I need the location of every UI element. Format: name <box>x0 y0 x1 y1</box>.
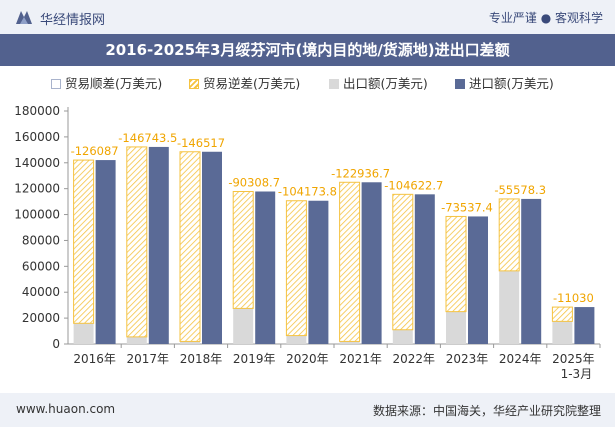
x-category-label: 2019年 <box>233 352 276 366</box>
bar-export <box>180 341 200 344</box>
data-label-deficit: -104622.7 <box>384 178 443 192</box>
data-label-deficit: -146517 <box>177 136 225 150</box>
data-label-deficit: -11030 <box>553 291 594 305</box>
bar-export <box>446 311 466 344</box>
footer-website[interactable]: www.huaon.com <box>16 402 116 416</box>
bar-deficit <box>498 198 520 272</box>
brand-logo-icon <box>16 11 32 24</box>
legend-label-export: 出口额(万美元) <box>343 76 428 91</box>
title-bar <box>0 34 615 66</box>
legend-surplus: 贸易顺差(万美元) <box>51 74 162 94</box>
legend-deficit: 贸易逆差(万美元) <box>189 74 300 94</box>
bar-import <box>414 194 435 344</box>
footer-bar <box>0 393 615 427</box>
data-label-deficit: -73537.4 <box>441 200 493 214</box>
y-tick-label: 100000 <box>14 208 60 222</box>
bar-export <box>392 329 413 344</box>
bar-export <box>552 321 573 344</box>
x-category-label: 2017年 <box>127 352 170 366</box>
bar-import <box>148 146 169 344</box>
legend-label-deficit: 贸易逆差(万美元) <box>203 76 301 91</box>
brand-name[interactable]: 华经情报网 <box>40 13 106 28</box>
bar-import <box>255 191 276 344</box>
x-category-sublabel: 1-3月 <box>561 367 593 381</box>
bar-import <box>361 182 382 344</box>
legend-swatch-deficit <box>189 79 199 89</box>
bar-import <box>574 307 595 344</box>
data-label-deficit: -55578.3 <box>494 183 546 197</box>
bar-deficit <box>392 193 414 331</box>
y-tick-label: 40000 <box>22 285 60 299</box>
x-category-label: 2022年 <box>393 352 436 366</box>
x-category-label: 2020年 <box>286 352 329 366</box>
y-tick-label: 120000 <box>14 182 60 196</box>
data-label-deficit: -122936.7 <box>331 166 390 180</box>
bar-export <box>73 323 94 344</box>
bar-deficit <box>339 181 361 342</box>
data-label-deficit: -90308.7 <box>228 176 280 190</box>
legend-export: 出口额(万美元) <box>329 74 428 94</box>
bar-export <box>499 270 520 344</box>
data-label-deficit: -104173.8 <box>278 185 337 199</box>
top-bar <box>0 0 615 34</box>
legend-label-surplus: 贸易顺差(万美元) <box>65 76 163 91</box>
x-category-label: 2023年 <box>446 352 489 366</box>
bar-import <box>308 200 329 344</box>
y-tick-label: 20000 <box>22 311 60 325</box>
bar-export <box>339 341 360 344</box>
bar-deficit <box>73 159 95 324</box>
bar-import <box>468 216 488 344</box>
bar-deficit <box>285 200 307 337</box>
y-tick-label: 160000 <box>14 130 60 144</box>
y-tick-label: 140000 <box>14 156 60 170</box>
x-category-label: 2016年 <box>73 352 116 366</box>
bar-export <box>233 308 254 344</box>
y-tick-label: 180000 <box>14 104 60 118</box>
data-label-deficit: -126087 <box>71 144 119 158</box>
footer-source: 数据来源：中国海关，华经产业研究院整理 <box>372 404 601 418</box>
bar-deficit <box>126 146 148 338</box>
x-category-label: 2018年 <box>180 352 223 366</box>
bar-chart: 0 20000 40000 60000 80000 100000 120000 140000 1… <box>14 104 601 381</box>
bar-deficit <box>232 191 254 309</box>
legend-import: 进口额(万美元) <box>455 74 554 94</box>
slogan: 专业严谨 ● 客观科学 <box>488 11 603 25</box>
y-tick-label: 0 <box>52 337 60 351</box>
bar-deficit <box>551 306 573 322</box>
bar-import <box>521 198 542 344</box>
bar-export <box>126 336 147 344</box>
bar-deficit <box>179 151 201 342</box>
bar-deficit <box>445 215 467 313</box>
x-category-label: 2021年 <box>339 352 382 366</box>
legend-swatch-export <box>329 79 339 89</box>
bar-export <box>286 335 307 344</box>
chart-title: 2016-2025年3月绥芬河市(境内目的地/货源地)进出口差额 <box>105 41 510 59</box>
bar-import <box>95 160 116 344</box>
bar-import <box>202 151 222 344</box>
y-tick-label: 60000 <box>22 259 60 273</box>
legend-swatch-surplus <box>51 79 61 89</box>
x-category-label: 2025年 <box>552 352 595 366</box>
x-category-label: 2024年 <box>499 352 542 366</box>
legend: 贸易顺差(万美元) 贸易逆差(万美元) 出口额(万美元) 进口额(万美元) <box>0 74 615 94</box>
data-label-deficit: -146743.5 <box>118 131 177 145</box>
legend-label-import: 进口额(万美元) <box>469 76 554 91</box>
y-tick-label: 80000 <box>22 233 60 247</box>
legend-swatch-import <box>455 79 465 89</box>
